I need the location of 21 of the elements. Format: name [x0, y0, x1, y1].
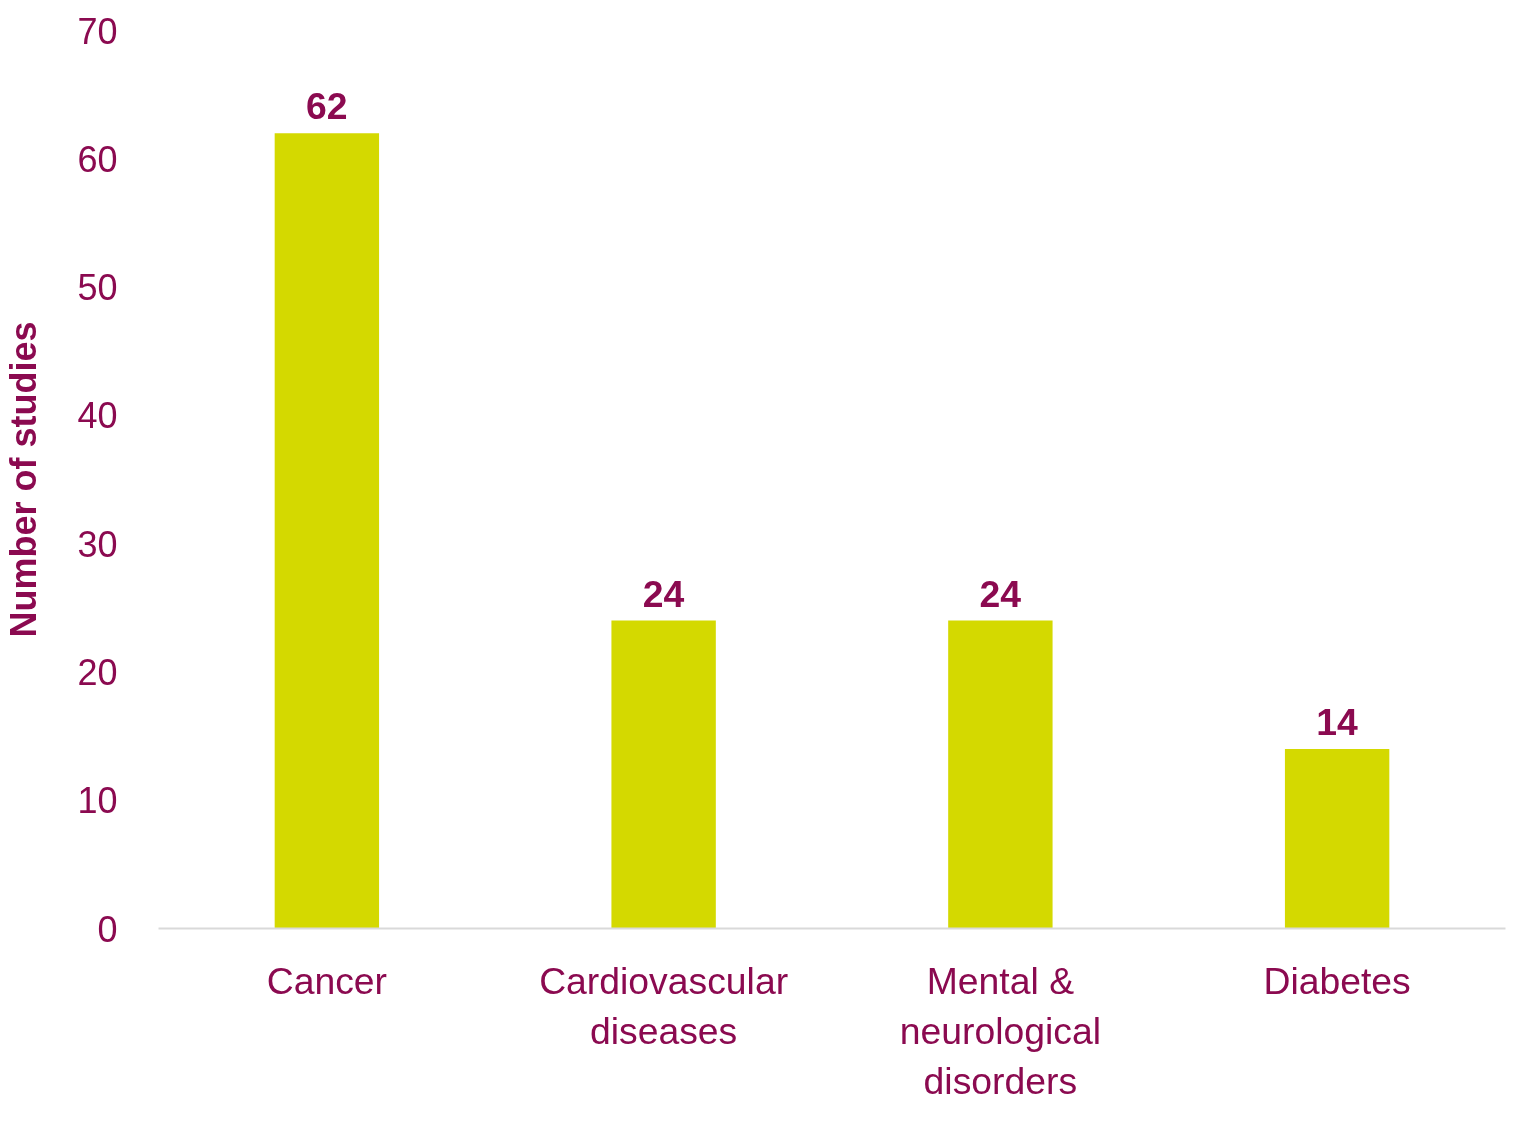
y-tick-label: 70: [77, 10, 118, 52]
data-label: 24: [979, 572, 1022, 615]
data-label: 14: [1316, 700, 1359, 743]
x-tick-label: Cancer: [266, 959, 388, 1002]
data-label: 24: [642, 572, 685, 615]
y-tick-label: 20: [77, 651, 118, 693]
bar: [1284, 748, 1390, 929]
y-tick-label: 10: [77, 780, 118, 822]
y-tick-label: 40: [77, 395, 118, 437]
x-tick-label: Diabetes: [1263, 959, 1411, 1002]
y-tick-label: 60: [77, 138, 118, 180]
y-tick-label: 30: [77, 523, 118, 565]
bar: [274, 133, 380, 929]
bar: [611, 620, 716, 929]
data-label: 62: [306, 85, 348, 128]
bar: [948, 620, 1053, 929]
y-tick-label: 0: [97, 908, 118, 950]
x-tick-label: Mental & neurological disorders: [899, 959, 1102, 1103]
y-tick-label: 50: [77, 267, 118, 309]
x-tick-label: Cardiovascular diseases: [539, 959, 789, 1052]
y-axis-title: Number of studies: [3, 321, 45, 638]
